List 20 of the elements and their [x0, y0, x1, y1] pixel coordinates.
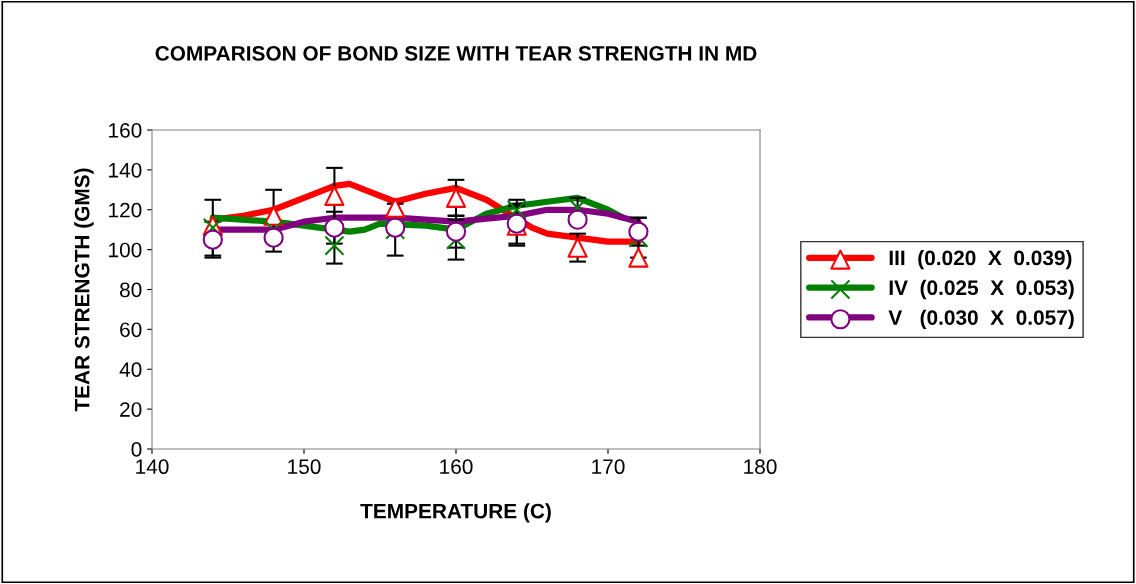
y-tick-label: 0	[131, 442, 142, 457]
legend-label: V (0.030 X 0.057)	[888, 309, 1074, 330]
x-tick-label: 170	[592, 459, 625, 475]
x-tick-label: 150	[288, 459, 321, 475]
legend-label: III (0.020 X 0.039)	[889, 249, 1072, 270]
y-tick-label: 120	[109, 202, 142, 218]
x-axis-title: TEMPERATURE (C)	[360, 503, 551, 523]
y-tick-label: 40	[119, 362, 142, 377]
y-axis-title: TEAR STRENGTH (GMS)	[74, 168, 94, 412]
y-tick-label: 100	[109, 242, 142, 258]
legend-label: IV (0.025 X 0.053)	[889, 279, 1074, 300]
y-tick-label: 60	[120, 322, 142, 338]
y-tick-label: 80	[120, 282, 142, 298]
y-tick-label: 160	[109, 123, 142, 138]
x-tick-label: 180	[744, 459, 777, 475]
y-tick-label: 140	[109, 162, 142, 178]
x-tick-label: 160	[440, 459, 473, 475]
x-tick-label: 140	[136, 459, 169, 475]
y-tick-label: 20	[120, 402, 142, 417]
chart-title: COMPARISON OF BOND SIZE WITH TEAR STRENGTH IN MD	[155, 46, 757, 61]
